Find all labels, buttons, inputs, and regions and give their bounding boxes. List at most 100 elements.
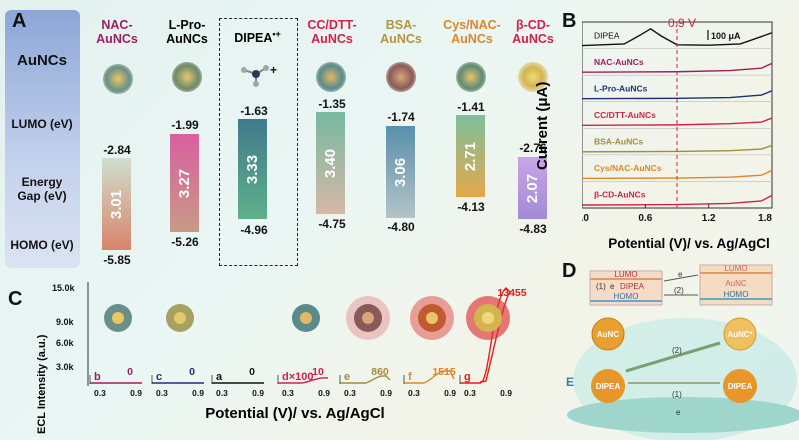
ytick: 15.0k [52, 283, 75, 293]
xtick-label: 0.3 [464, 388, 476, 398]
dipea-right-label: DIPEA [728, 382, 753, 391]
aunc-core-icon [300, 312, 312, 324]
species-name: Cys/NAC- AuNCs [443, 18, 501, 46]
species-name: CC/DTT- AuNCs [307, 18, 357, 46]
left-step: (1) [596, 282, 606, 291]
xtick-label: 0.9 [380, 388, 392, 398]
homo-value: -5.26 [171, 235, 199, 249]
left-electron: e [610, 282, 615, 291]
xtick-label: 0.3 [344, 388, 356, 398]
species-name: L-Pro- AuNCs [166, 18, 208, 46]
step1-label: (1) [672, 390, 682, 399]
energy-gap-bar: 3.40 [316, 112, 345, 214]
electrode-label: E [566, 375, 574, 389]
lumo-value: -2.84 [103, 143, 131, 157]
ecl-segment: e 860 0.3 0.9 [339, 296, 392, 398]
series-label: L-Pro-AuNCs [594, 83, 648, 93]
xtick-label: 0.3 [282, 388, 294, 398]
homo-value: -4.13 [457, 200, 485, 214]
panel-b-chart: DIPEA NAC-AuNCs L-Pro-AuNCs CC/DTT-AuNCs BSA… [582, 18, 773, 224]
series-label: a [216, 371, 223, 383]
xtick-label: 0.9 [444, 388, 456, 398]
species-name: β-CD- AuNCs [512, 18, 554, 46]
lumo-value: -1.63 [240, 104, 268, 118]
lumo-value: -1.99 [171, 118, 199, 132]
right-homo: HOMO [724, 290, 749, 299]
peak-value: 860 [371, 366, 389, 378]
ecl-segment: f 1515 0.3 0.9 [403, 296, 456, 398]
energy-gap-bar: 3.06 [386, 126, 415, 218]
xtick-label: 1.2 [702, 213, 716, 224]
series-label: NAC-AuNCs [594, 57, 644, 67]
species-name: BSA- AuNCs [380, 18, 422, 46]
xtick-label: 0.9 [130, 388, 142, 398]
cv-curve [582, 169, 773, 180]
series-label: b [94, 371, 101, 383]
aunc-core-icon [174, 312, 186, 324]
xtick-label: 0.9 [318, 388, 330, 398]
left-lumo: LUMO [614, 270, 637, 279]
series-label: g [464, 371, 471, 383]
transfer-electron: e [678, 270, 683, 279]
series-label: BSA-AuNCs [594, 137, 643, 147]
panel-c-letter: C [8, 288, 23, 310]
ecl-segment: b 0 0.3 0.9 [89, 304, 142, 398]
homo-value: -5.85 [103, 253, 131, 267]
aunc-ground-icon [591, 317, 625, 351]
aunc-cluster-icon [172, 62, 202, 92]
aunc-excited-icon [723, 317, 757, 351]
xtick-label: 0.3 [216, 388, 228, 398]
aunc-right-label: AuNC* [727, 330, 753, 339]
xtick-label: 0.9 [500, 388, 512, 398]
panel-b-xlabel: Potential (V)/ vs. Ag/AgCl [608, 236, 770, 251]
series-label: β-CD-AuNCs [594, 190, 646, 200]
homo-row-label: HOMO (eV) [10, 238, 74, 252]
xtick-label: 0.3 [94, 388, 106, 398]
ecl-curve [460, 287, 511, 384]
aunc-core-icon [482, 312, 494, 324]
aunc-cluster-icon [518, 62, 548, 92]
peak-value: 0 [127, 366, 133, 378]
dipea-left-icon [591, 369, 625, 403]
peak-value: 1515 [432, 366, 456, 378]
panel-d-letter: D [562, 260, 577, 282]
aunc-cluster-icon [103, 64, 133, 94]
aunc-cluster-icon [386, 62, 416, 92]
aunc-core-icon [362, 312, 374, 324]
peak-value: 0 [189, 366, 195, 378]
energy-gap-bar: 3.01 [102, 158, 131, 250]
xtick-label: 1.8 [758, 213, 772, 224]
lumo-value: -1.74 [387, 110, 415, 124]
xtick-label: 0.6 [638, 213, 652, 224]
energy-gap-bar: 2.07 [518, 157, 547, 219]
lumo-value: -1.41 [457, 100, 485, 114]
ecl-curve [404, 370, 455, 384]
series-label: f [408, 371, 412, 383]
lumo-row-label: LUMO (eV) [11, 117, 73, 131]
right-species: AuNC [725, 279, 747, 288]
aunc-cluster-icon [456, 62, 486, 92]
dipea-molecule-icon: + [241, 63, 277, 87]
ecl-segment: a 0 0.3 0.9 [211, 366, 264, 398]
cv-curve [582, 144, 773, 153]
panel-a-letter: A [12, 10, 27, 32]
peak-value: 10 [312, 366, 324, 378]
aunc-core-icon [426, 312, 438, 324]
panel-b-letter: B [562, 10, 577, 32]
lumo-value: -1.35 [318, 97, 346, 111]
xtick-label: 0.3 [156, 388, 168, 398]
step2-arrow [625, 341, 721, 373]
panel-d-mechanism: LUMO DIPEA (1) e HOMO LUMO AuNC HOMO e (… [566, 264, 799, 440]
ytick: 9.0k [56, 317, 74, 327]
homo-value: -4.80 [387, 220, 415, 234]
homo-value: -4.83 [519, 222, 547, 236]
scale-bar-label: 100 μA [711, 31, 741, 41]
ytick: 3.0k [56, 362, 74, 372]
xtick-label: 0.9 [252, 388, 264, 398]
aunc-left-label: AuNC [597, 330, 619, 339]
row-title-auncs: AuNCs [16, 52, 67, 69]
dipea-left-label: DIPEA [596, 382, 621, 391]
lumo-value: -2.76 [519, 141, 547, 155]
